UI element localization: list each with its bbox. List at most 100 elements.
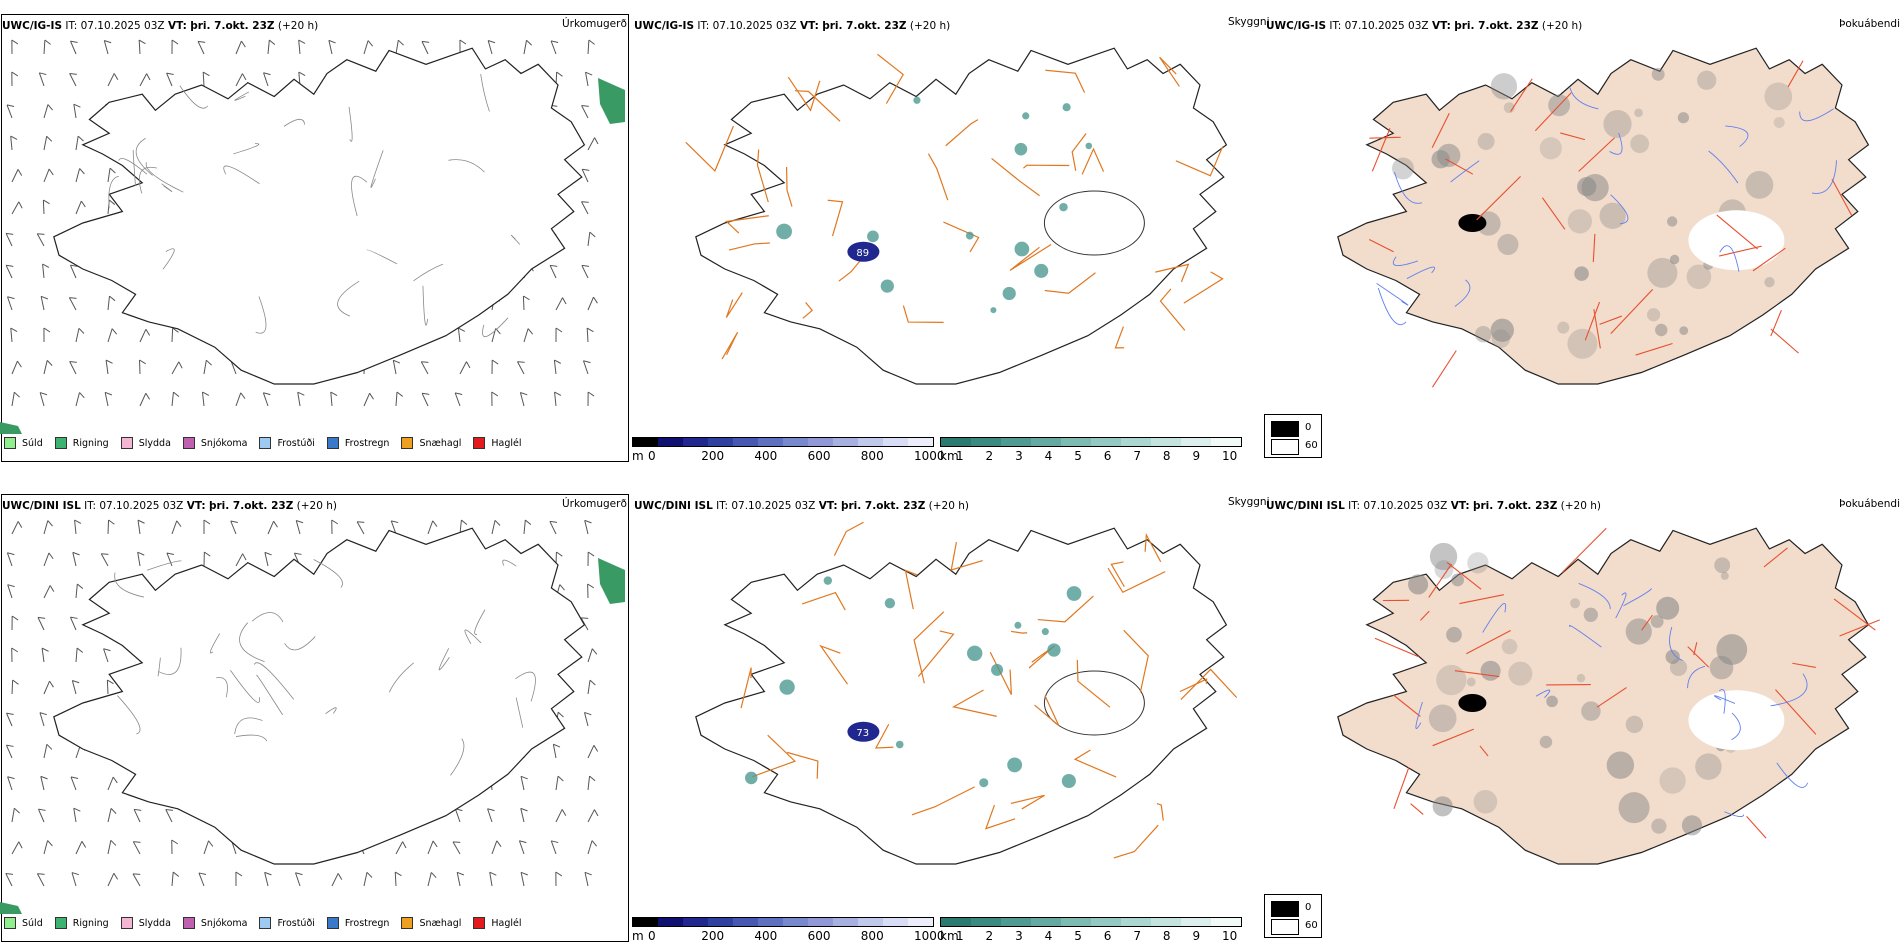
colorbar-strip (940, 917, 1242, 927)
panel-title: Úrkomugerð (562, 498, 627, 510)
valid-time: þri. 7.okt. 23Z (1454, 20, 1539, 32)
colorbar-tick: 200 (701, 929, 725, 943)
lead-time: (+20 h) (928, 500, 970, 512)
colorbar-tick: 400 (754, 449, 778, 463)
colorbar-segment (1031, 438, 1061, 446)
colorbar-segment (1181, 438, 1211, 446)
legend-swatch (182, 917, 195, 929)
colorbar-segment (1121, 918, 1151, 926)
iceland-fog-field (1337, 47, 1870, 385)
fog-low-label: 0 (1305, 422, 1312, 433)
colorbar-segment (1091, 918, 1121, 926)
ceiling-value-label: 73 (856, 728, 869, 739)
legend-label: Slydda (138, 437, 171, 449)
init-time: IT: 07.10.2025 03Z (697, 20, 797, 32)
init-time: IT: 07.10.2025 03Z (1329, 20, 1429, 32)
colorbar-tick: 200 (701, 449, 725, 463)
colorbar-segment (683, 438, 708, 446)
colorbar-strip (940, 437, 1242, 447)
legend-label: Snjókoma (200, 437, 248, 449)
iceland-map-visibility: 89 (685, 47, 1228, 385)
legend-item: Frostúði (259, 437, 315, 449)
colorbar-segment (858, 918, 883, 926)
vt-label: VT: (186, 500, 206, 512)
legend-item: Slydda (120, 437, 171, 449)
vt-label: VT: (818, 500, 838, 512)
legend-label: Slydda (138, 917, 171, 929)
colorbar-segment (733, 438, 758, 446)
colorbar-segment (1151, 438, 1181, 446)
model-name: UWC/DINI ISL (634, 500, 713, 512)
colorbar-segment (1031, 918, 1061, 926)
colorbar-segment (1001, 918, 1031, 926)
rain-patch (598, 78, 625, 124)
colorbar-tick: 7 (1133, 929, 1141, 943)
legend-item: Súld (4, 917, 43, 929)
colorbar-tick: 2 (985, 449, 994, 463)
valid-time: þri. 7.okt. 23Z (1472, 500, 1558, 512)
legend-swatch (259, 917, 272, 929)
fog-high-label: 60 (1305, 920, 1318, 931)
colorbar-segment (1181, 918, 1211, 926)
panel-title: Skyggni (1228, 16, 1270, 28)
iceland-map-fog (1337, 47, 1870, 388)
colorbar-tick: 5 (1074, 449, 1082, 463)
legend-label: Frostúði (277, 437, 315, 449)
iceland-coastline (53, 47, 586, 385)
fog-high-label: 60 (1305, 440, 1318, 451)
panel-header: UWC/DINI ISL IT: 07.10.2025 03Z VT: þri.… (2, 500, 337, 512)
fog-legend-box: 0 60 (1264, 414, 1322, 458)
legend-item: Frostúði (259, 917, 315, 929)
legend-item: Frostregn (326, 437, 389, 449)
panel-title: Þokuábendi (1839, 498, 1900, 510)
colorbar-segment (1151, 918, 1181, 926)
colorbar-unit: km (940, 929, 959, 943)
colorbar-tick: 8 (1162, 449, 1171, 463)
panel-header: UWC/IG-IS IT: 07.10.2025 03Z VT: þri. 7.… (634, 20, 950, 32)
colorbar-tick: 6 (1103, 449, 1112, 463)
legend-item: Slydda (120, 917, 171, 929)
colorbar-tick: 800 (860, 929, 884, 943)
dense-fog-area (1458, 214, 1487, 232)
glacier-outline (1043, 190, 1145, 256)
colorbar-tick: 8 (1162, 929, 1171, 943)
fog-low-label: 0 (1305, 902, 1312, 913)
legend-item: Snjókoma (182, 917, 247, 929)
legend-label: Frostúði (277, 917, 315, 929)
legend-label: Súld (22, 917, 43, 929)
iceland-map-visibility: 73 (695, 521, 1238, 865)
colorbar-tick: 1 (956, 929, 964, 943)
lead-time: (+20 h) (909, 20, 951, 32)
lead-time: (+20 h) (1541, 20, 1583, 32)
iceland-map-wind-barbs (0, 39, 625, 434)
colorbar-tick: 7 (1133, 449, 1141, 463)
colorbar-segment (633, 918, 658, 926)
colorbar-tick: 10 (1222, 929, 1238, 943)
rain-patch (0, 902, 22, 914)
colorbar-segment (1211, 918, 1241, 926)
legend-item: Haglél (473, 917, 522, 929)
legend-item: Rigning (54, 437, 109, 449)
legend-swatch (120, 437, 133, 449)
colorbar-segment (883, 438, 908, 446)
legend-label: Haglél (491, 917, 522, 929)
fog-high-swatch (1271, 919, 1299, 935)
colorbar-segment (941, 918, 971, 926)
legend-swatch (401, 917, 414, 929)
lead-time: (+20 h) (296, 500, 338, 512)
colorbar-segment (1001, 438, 1031, 446)
legend-swatch (473, 437, 486, 449)
panel-frame (1, 494, 629, 942)
colorbar-tick: 0 (648, 449, 656, 463)
vt-label: VT: (167, 20, 187, 32)
legend-swatch (473, 917, 486, 929)
colorbar-unit: m (632, 929, 644, 943)
colorbar-segment (1121, 438, 1151, 446)
colorbar-tick: 5 (1074, 929, 1082, 943)
colorbar-tick: 4 (1044, 449, 1053, 463)
colorbar-segment (833, 438, 858, 446)
lead-time: (+20 h) (277, 20, 319, 32)
fog-low-swatch (1271, 421, 1299, 437)
colorbar-segment (658, 438, 683, 446)
legend-item: Snjókoma (182, 437, 248, 449)
